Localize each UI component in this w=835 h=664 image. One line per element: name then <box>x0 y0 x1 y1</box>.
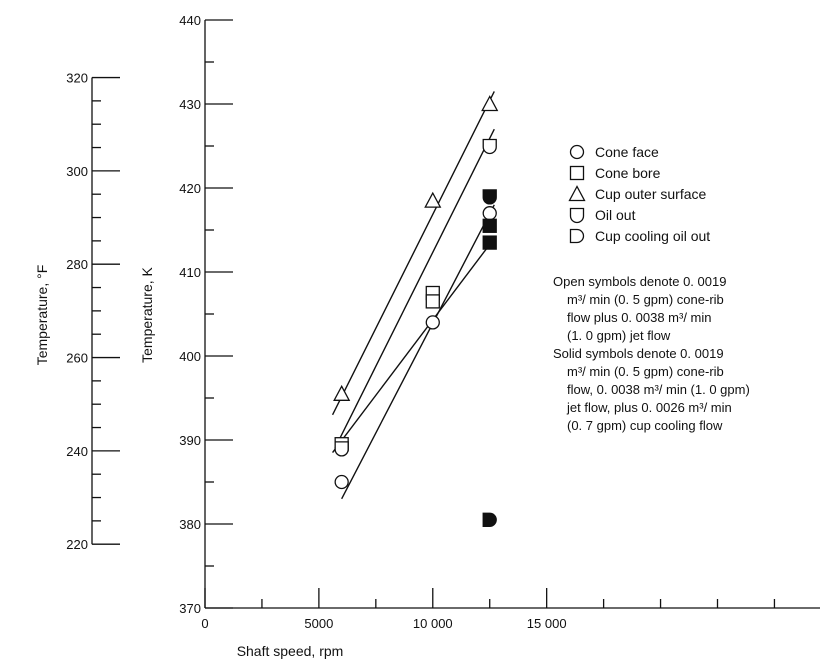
fit-line <box>331 237 495 454</box>
note-line: flow plus 0. 0038 m³/ min <box>567 310 712 325</box>
x-tick-label: 5000 <box>304 616 333 631</box>
note-line: m³/ min (0. 5 gpm) cone-rib <box>567 364 724 379</box>
legend-symbol <box>569 165 585 181</box>
y-tick-label: 420 <box>179 181 201 196</box>
y2-tick-label: 320 <box>66 71 88 86</box>
y-tick-label: 430 <box>179 97 201 112</box>
note-line: m³/ min (0. 5 gpm) cone-rib <box>567 292 724 307</box>
legend-label: Cup outer surface <box>595 186 706 202</box>
x-tick-label: 0 <box>201 616 208 631</box>
legend-symbol <box>569 207 585 224</box>
legend: Cone face Cone bore Cup outer surface Oil o… <box>568 144 710 244</box>
data-point <box>334 441 349 457</box>
data-point <box>482 235 497 250</box>
data-point <box>482 218 497 233</box>
data-points <box>333 95 499 527</box>
legend-symbol <box>569 228 585 244</box>
data-point <box>482 138 497 155</box>
x-tick-label: 10 000 <box>413 616 453 631</box>
y-axis-title: Temperature, K <box>139 266 155 362</box>
y-tick-label: 440 <box>179 13 201 28</box>
fit-line <box>341 204 495 500</box>
legend-label: Cone bore <box>595 165 661 181</box>
data-point <box>482 206 497 221</box>
y-tick-label: 400 <box>179 349 201 364</box>
y2-axis-title: Temperature, °F <box>34 265 50 366</box>
y2-tick-label: 260 <box>66 351 88 366</box>
note-line: Solid symbols denote 0. 0019 <box>553 346 724 361</box>
note-line: flow, 0. 0038 m³/ min (1. 0 gpm) <box>567 382 750 397</box>
y-tick-label: 410 <box>179 265 201 280</box>
fit-line <box>331 91 495 416</box>
y-tick-label: 370 <box>179 601 201 616</box>
data-point <box>334 474 349 490</box>
legend-label: Cup cooling oil out <box>595 228 710 244</box>
note-line: (1. 0 gpm) jet flow <box>567 328 671 343</box>
data-point <box>481 95 499 112</box>
data-point <box>333 384 351 401</box>
note-line: Open symbols denote 0. 0019 <box>553 274 726 289</box>
y2-tick-label: 300 <box>66 164 88 179</box>
x-tick-label: 15 000 <box>527 616 567 631</box>
axes: 370 380 390 400 410 420 430 440 0 5000 10 000 15 00… <box>66 13 820 631</box>
data-point <box>482 512 497 527</box>
legend-symbol <box>568 185 586 202</box>
y-tick-label: 380 <box>179 517 201 532</box>
legend-label: Cone face <box>595 144 659 160</box>
note-line: jet flow, plus 0. 0026 m³/ min <box>566 400 732 415</box>
fit-lines <box>331 91 495 500</box>
data-point <box>482 189 497 205</box>
data-point <box>424 191 442 208</box>
fit-line <box>334 128 495 449</box>
data-point <box>425 294 440 309</box>
y2-tick-label: 280 <box>66 257 88 272</box>
legend-symbol <box>569 144 585 160</box>
legend-label: Oil out <box>595 207 636 223</box>
y-tick-label: 390 <box>179 433 201 448</box>
note-line: (0. 7 gpm) cup cooling flow <box>567 418 723 433</box>
notes: Open symbols denote 0. 0019 m³/ min (0. 5… <box>553 274 750 433</box>
x-axis-title: Shaft speed, rpm <box>237 643 344 659</box>
y2-tick-label: 220 <box>66 537 88 552</box>
data-point <box>425 315 440 330</box>
y2-tick-label: 240 <box>66 444 88 459</box>
